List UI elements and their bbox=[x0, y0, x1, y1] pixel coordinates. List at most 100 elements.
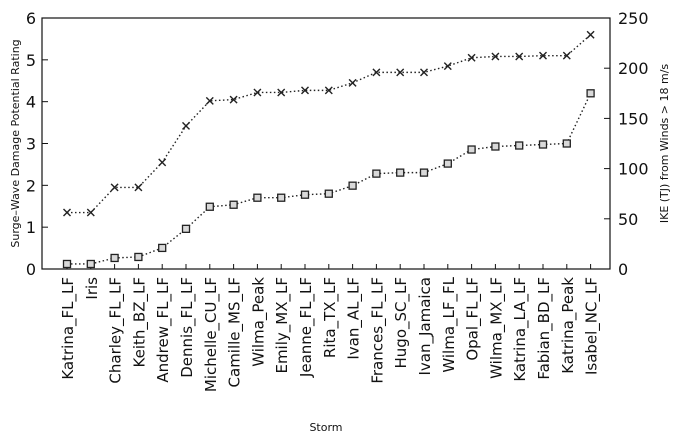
x-tick-label: Camille_MS_LF bbox=[226, 277, 245, 387]
x-tick-label: Keith_BZ_LF bbox=[130, 277, 149, 367]
x-marker-stroke bbox=[205, 96, 214, 105]
x-tick-label: Ivan_Jamaica bbox=[416, 277, 435, 376]
x-marker-stroke bbox=[158, 158, 167, 167]
series-line-2 bbox=[67, 93, 592, 265]
data-point-square-marker bbox=[419, 168, 429, 177]
left-tick-label: 2 bbox=[26, 176, 36, 195]
data-point-x-marker bbox=[229, 95, 238, 104]
x-marker-stroke bbox=[324, 86, 333, 95]
x-marker-stroke bbox=[277, 88, 286, 97]
left-tick-label: 5 bbox=[26, 51, 36, 70]
x-tick-label: Emily_MX_LF bbox=[273, 277, 292, 374]
x-tick-label: Opal_FL_LF bbox=[464, 277, 483, 361]
x-marker-stroke bbox=[443, 62, 452, 71]
left-tick-label: 3 bbox=[26, 135, 36, 154]
data-point-square-marker bbox=[158, 243, 167, 253]
data-point-square-marker bbox=[515, 141, 524, 150]
x-tick-label: Fabian_BD_LF bbox=[535, 277, 554, 380]
x-marker-stroke bbox=[63, 208, 71, 217]
data-point-x-marker bbox=[63, 208, 71, 217]
data-point-square-marker bbox=[253, 193, 262, 202]
data-point-x-marker bbox=[586, 30, 595, 39]
x-tick-label: Katrina_LA_LF bbox=[511, 277, 530, 382]
data-point-x-marker bbox=[396, 68, 405, 77]
x-marker-stroke bbox=[372, 68, 381, 77]
left-tick-label: 6 bbox=[26, 9, 36, 28]
data-point-x-marker bbox=[562, 51, 571, 60]
x-tick-label: Wilma_Peak bbox=[249, 277, 268, 367]
data-point-x-marker bbox=[301, 86, 309, 95]
data-point-square-marker bbox=[491, 142, 500, 151]
data-point-x-marker bbox=[158, 158, 167, 167]
x-marker-stroke bbox=[134, 183, 143, 192]
data-point-square-marker bbox=[586, 89, 595, 98]
data-point-x-marker bbox=[515, 52, 524, 61]
data-point-square-marker bbox=[229, 200, 238, 209]
x-marker-stroke bbox=[348, 78, 357, 87]
data-point-x-marker bbox=[253, 88, 262, 97]
x-tick-label: Wilma_MX_LF bbox=[487, 277, 506, 379]
data-point-square-marker bbox=[538, 140, 548, 149]
data-point-square-marker bbox=[348, 181, 357, 190]
data-point-square-marker bbox=[110, 253, 119, 263]
right-axis-title: IKE (TJ) from Winds > 18 m/s bbox=[658, 64, 671, 224]
data-point-x-marker bbox=[348, 78, 357, 87]
data-point-square-marker bbox=[134, 252, 143, 262]
x-marker-stroke bbox=[253, 88, 262, 97]
right-tick-label: 200 bbox=[618, 59, 649, 78]
data-point-square-marker bbox=[443, 159, 452, 168]
data-point-square-marker bbox=[467, 145, 476, 154]
x-tick-label: Katrina_FL_LF bbox=[59, 277, 78, 380]
data-point-x-marker bbox=[277, 88, 286, 97]
x-tick-label: Rita_TX_LF bbox=[321, 277, 340, 358]
right-tick-label: 100 bbox=[618, 160, 649, 179]
left-axis-title: Surge–Wave Damage Potential Rating bbox=[9, 39, 22, 247]
chart-labels: 0 1 2 3 4 5 6 0 50 100 150 200 250 Katrina_FL_LF Iris C… bbox=[9, 9, 671, 434]
right-tick-label: 50 bbox=[618, 210, 638, 229]
data-point-square-marker bbox=[86, 259, 95, 269]
x-marker-stroke bbox=[86, 208, 95, 217]
series-line-1 bbox=[67, 34, 592, 214]
x-marker-stroke bbox=[301, 86, 309, 95]
x-marker-stroke bbox=[586, 30, 595, 39]
x-tick-label: Andrew_FL_LF bbox=[154, 277, 173, 383]
data-point-x-marker bbox=[491, 52, 500, 61]
x-marker-stroke bbox=[182, 121, 190, 130]
x-marker-stroke bbox=[229, 95, 238, 104]
data-point-x-marker bbox=[86, 208, 95, 217]
data-point-square-marker bbox=[300, 190, 310, 199]
data-point-square-marker bbox=[62, 259, 72, 269]
data-point-x-marker bbox=[134, 183, 143, 192]
data-point-x-marker bbox=[324, 86, 333, 95]
data-point-x-marker bbox=[467, 53, 476, 62]
x-marker-stroke bbox=[491, 52, 500, 61]
x-tick-label: Frances_FL_LF bbox=[368, 277, 387, 384]
x-marker-stroke bbox=[467, 53, 476, 62]
x-tick-label: Hugo_SC_LF bbox=[392, 277, 411, 368]
x-tick-label: Jeanne_FL_LF bbox=[297, 277, 316, 378]
data-point-square-marker bbox=[562, 139, 571, 148]
data-point-x-marker bbox=[443, 62, 452, 71]
x-tick-label: Wilma_LF_FL bbox=[440, 276, 459, 372]
chart-marks bbox=[62, 30, 595, 269]
x-marker-stroke bbox=[396, 68, 405, 77]
x-tick-label: Katrina_Peak bbox=[559, 277, 578, 374]
left-tick-label: 0 bbox=[26, 260, 36, 279]
data-point-x-marker bbox=[539, 51, 547, 60]
x-marker-stroke bbox=[562, 51, 571, 60]
x-tick-label: Iris bbox=[83, 277, 101, 300]
data-point-x-marker bbox=[372, 68, 381, 77]
left-tick-label: 4 bbox=[26, 93, 36, 112]
x-tick-label: Ivan_AL_LF bbox=[345, 277, 364, 360]
right-tick-label: 250 bbox=[618, 9, 649, 28]
data-point-square-marker bbox=[181, 224, 191, 233]
x-tick-label: Michelle_CU_LF bbox=[202, 277, 221, 392]
x-tick-label: Dennis_FL_LF bbox=[178, 277, 197, 378]
x-marker-stroke bbox=[110, 183, 119, 192]
x-marker-stroke bbox=[539, 51, 547, 60]
data-point-square-marker bbox=[277, 193, 286, 202]
x-marker-stroke bbox=[515, 52, 524, 61]
right-tick-label: 150 bbox=[618, 109, 649, 128]
